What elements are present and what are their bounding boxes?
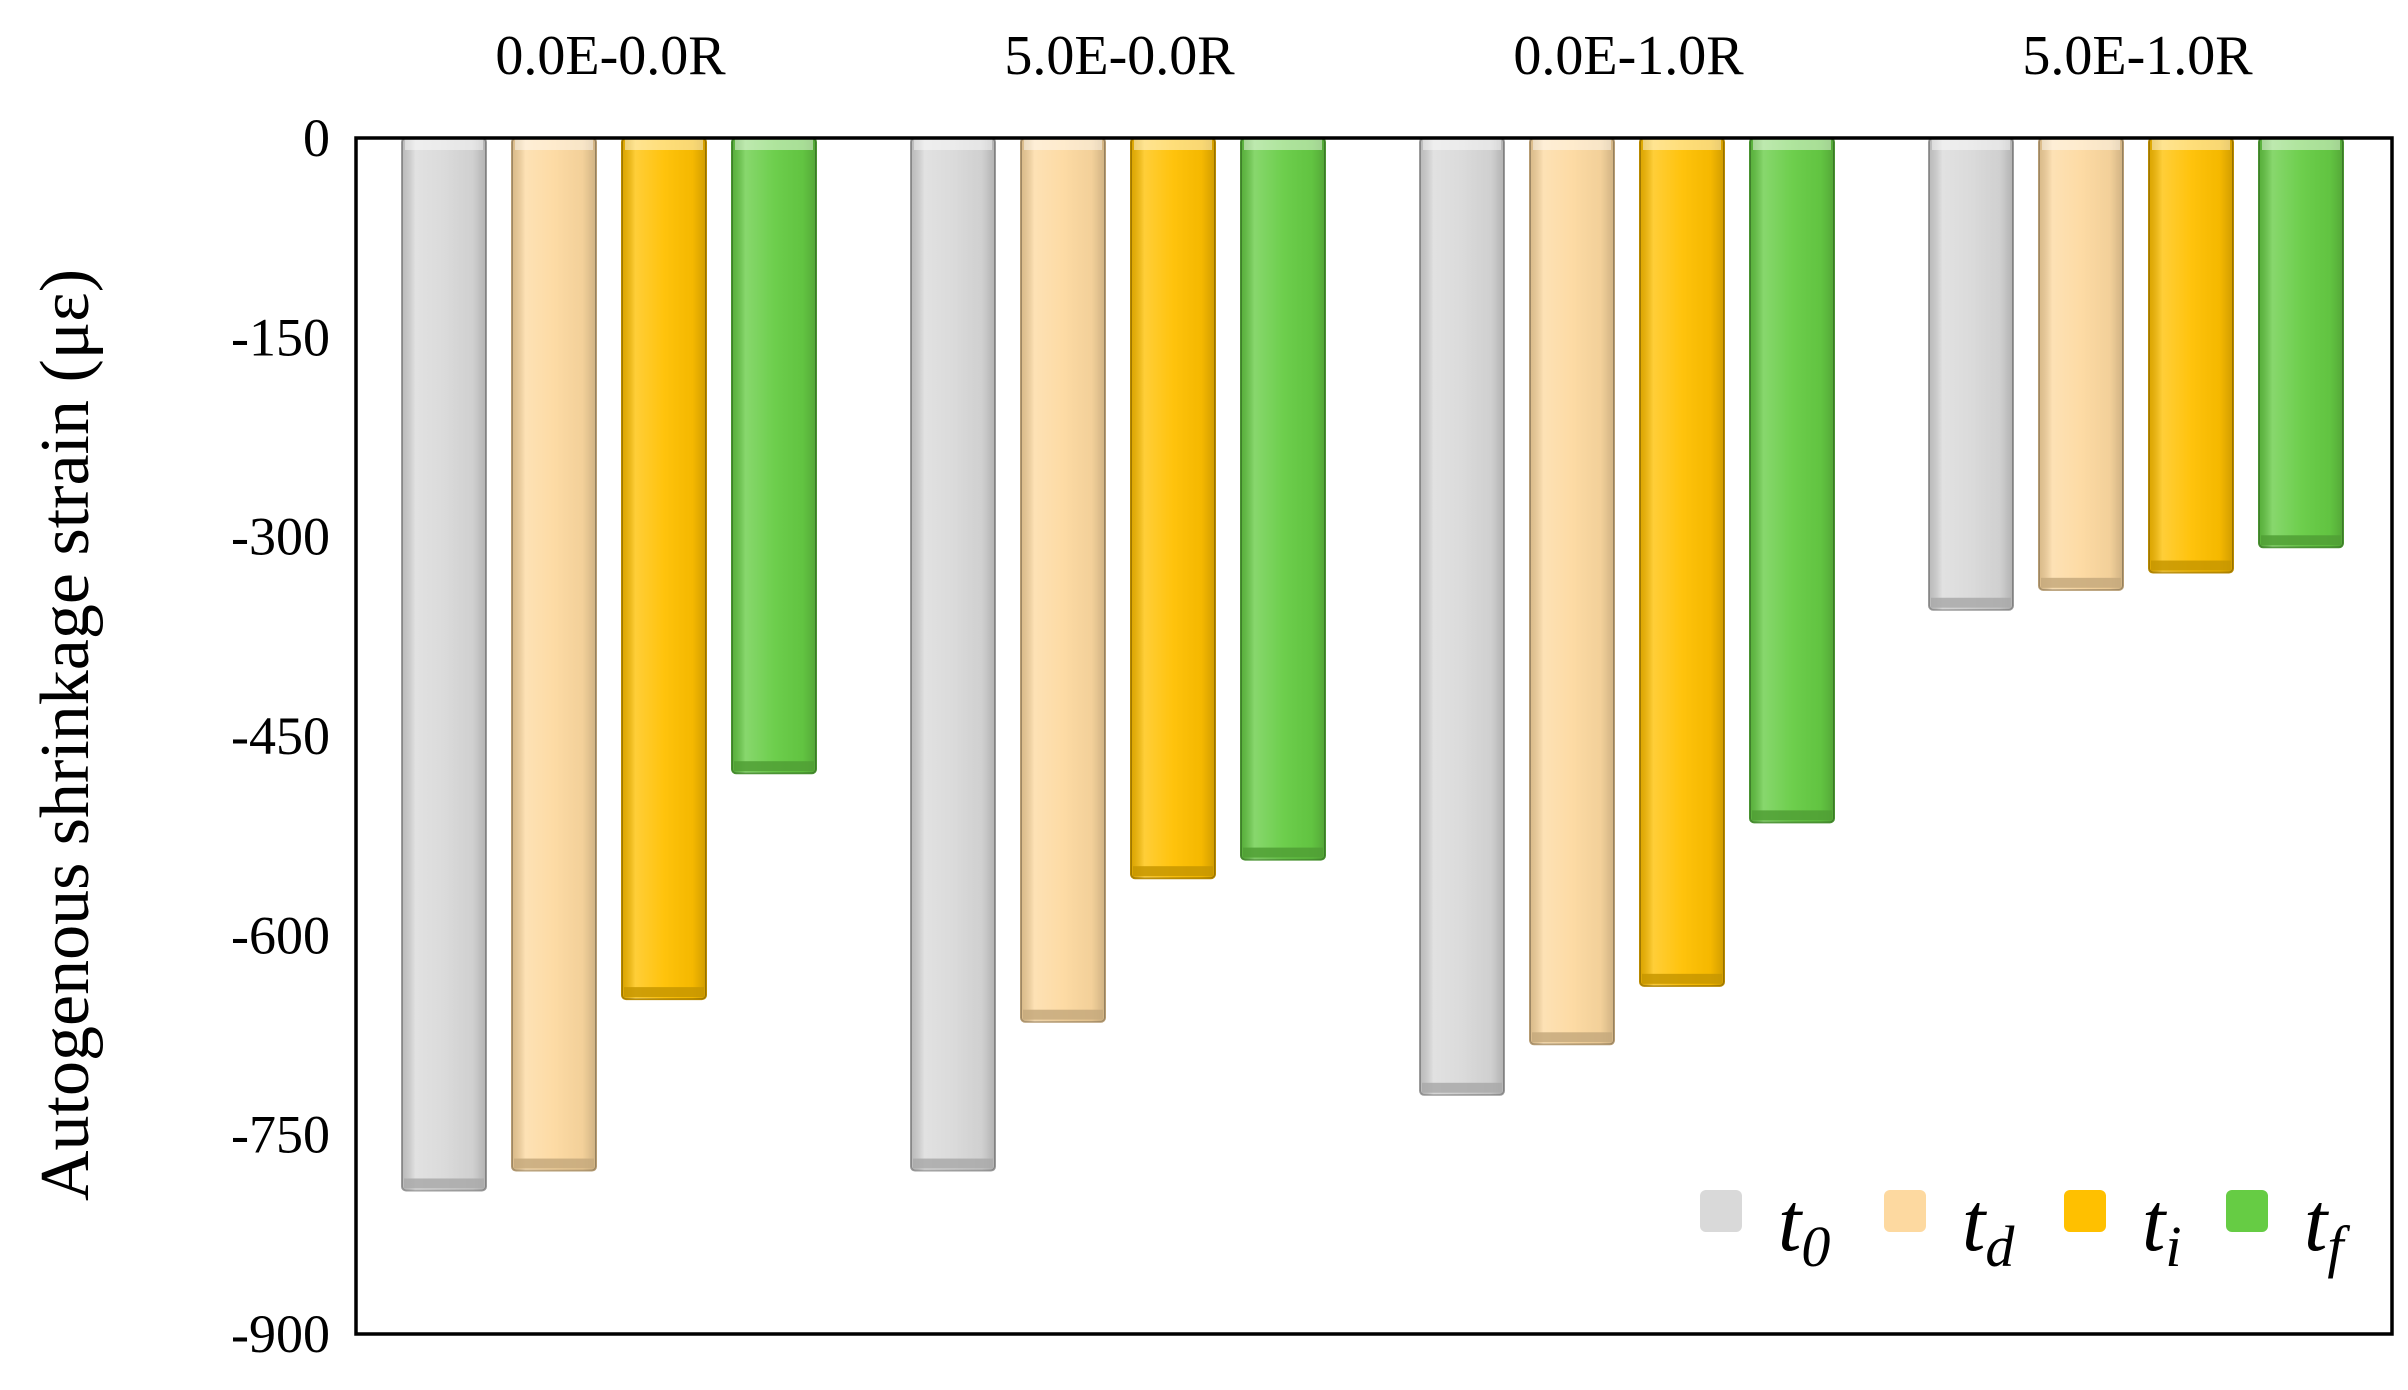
bar-ti	[1639, 137, 1725, 987]
bar-t0	[401, 137, 487, 1192]
bar-td	[511, 137, 597, 1172]
legend-swatch	[1700, 1190, 1742, 1232]
legend-item-ti: ti	[2064, 1176, 2181, 1279]
legend-label: ti	[2142, 1176, 2181, 1279]
y-tick-label: -150	[231, 307, 330, 367]
y-axis-title: Autogenous shrinkage strain (με)	[27, 269, 104, 1201]
y-tick-label: -450	[231, 706, 330, 766]
bars	[401, 137, 2344, 1192]
bar-td	[1529, 137, 1615, 1046]
legend-swatch	[2064, 1190, 2106, 1232]
legend-swatch	[2226, 1190, 2268, 1232]
category-labels: 0.0E-0.0R 5.0E-0.0R 0.0E-1.0R 5.0E-1.0R	[495, 25, 2253, 87]
y-tick-label: -900	[231, 1304, 330, 1364]
legend-swatch	[1884, 1190, 1926, 1232]
bar-tf	[2258, 137, 2344, 549]
bar-t0	[1419, 137, 1505, 1096]
legend-label: tf	[2304, 1176, 2350, 1279]
bar-ti	[1130, 137, 1216, 880]
legend-label: t0	[1778, 1176, 1830, 1279]
legend-label: td	[1962, 1176, 2015, 1279]
y-tick-label: -300	[231, 507, 330, 567]
plot-area-frame	[354, 136, 2394, 1336]
y-tick-label: -750	[231, 1105, 330, 1165]
category-label: 5.0E-1.0R	[2022, 25, 2253, 87]
bar-t0	[1928, 137, 2014, 611]
bar-t0	[910, 137, 996, 1172]
bar-td	[1020, 137, 1106, 1023]
y-tick-label: -600	[231, 905, 330, 965]
category-label: 5.0E-0.0R	[1004, 25, 1235, 87]
legend-item-td: td	[1884, 1176, 2015, 1279]
y-axis-ticks: 0 -150 -300 -450 -600 -750 -900	[231, 108, 330, 1364]
legend-item-tf: tf	[2226, 1176, 2350, 1279]
bar-tf	[1749, 137, 1835, 824]
bar-ti	[621, 137, 707, 1001]
bar-ti	[2148, 137, 2234, 574]
category-label: 0.0E-0.0R	[495, 25, 726, 87]
bar-tf	[731, 137, 817, 775]
y-tick-label: 0	[303, 108, 330, 168]
category-label: 0.0E-1.0R	[1513, 25, 1744, 87]
bar-td	[2038, 137, 2124, 591]
legend: t0 td ti tf	[1700, 1176, 2350, 1279]
legend-item-t0: t0	[1700, 1176, 1830, 1279]
bar-tf	[1240, 137, 1326, 861]
